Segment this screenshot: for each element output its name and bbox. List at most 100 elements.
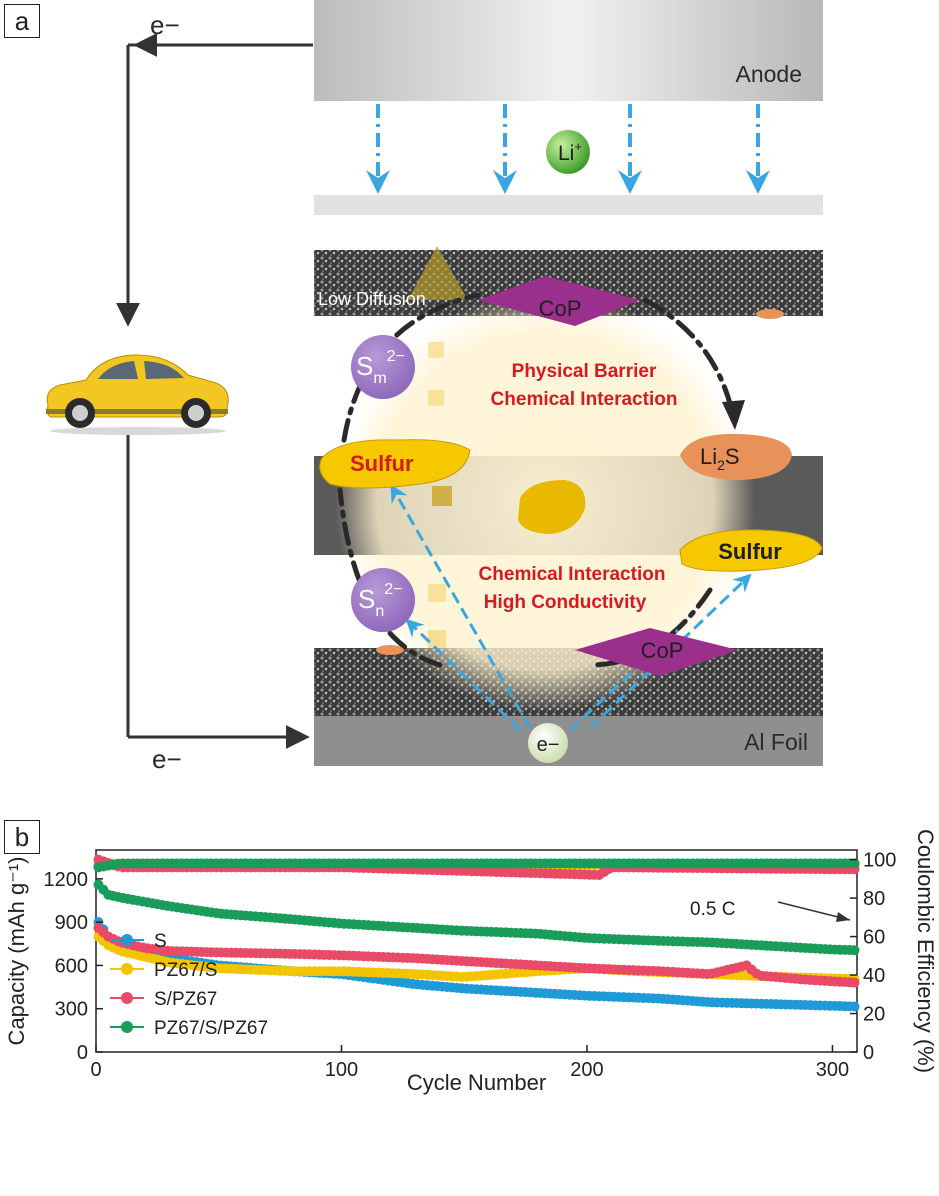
capacity-point-pz67-s	[608, 964, 619, 975]
efficiency-point-s-pz67	[476, 866, 487, 877]
capacity-point-pz67-s-pz67	[442, 924, 453, 935]
capacity-point-pz67-s	[775, 971, 786, 982]
capacity-point-s	[176, 955, 187, 966]
efficiency-point-s	[284, 858, 295, 869]
capacity-point-s-pz67	[466, 956, 477, 967]
efficiency-point-s-pz67	[319, 862, 330, 873]
capacity-point-pz67-s	[790, 972, 801, 983]
efficiency-point-pz67-s-pz67	[746, 858, 757, 869]
efficiency-point-s-pz67	[363, 863, 374, 874]
efficiency-point-s-pz67	[221, 862, 232, 873]
efficiency-point-s	[829, 858, 840, 869]
efficiency-point-pz67-s	[653, 860, 664, 871]
capacity-point-pz67-s-pz67	[785, 942, 796, 953]
capacity-point-pz67-s-pz67	[230, 909, 241, 920]
capacity-point-s	[726, 997, 737, 1008]
capacity-point-pz67-s-pz67	[118, 893, 129, 904]
capacity-point-pz67-s-pz67	[658, 935, 669, 946]
capacity-point-s	[761, 998, 772, 1009]
capacity-point-s-pz67	[304, 949, 315, 960]
sulfur-label-right: Sulfur	[718, 539, 782, 564]
efficiency-point-pz67-s	[633, 860, 644, 871]
capacity-point-s	[780, 999, 791, 1010]
capacity-point-s	[260, 964, 271, 975]
efficiency-point-s-pz67	[545, 868, 556, 879]
capacity-point-pz67-s	[515, 967, 526, 978]
efficiency-point-s-pz67	[368, 863, 379, 874]
capacity-point-pz67-s-pz67	[790, 942, 801, 953]
efficiency-point-pz67-s-pz67	[545, 858, 556, 869]
efficiency-point-pz67-s	[378, 860, 389, 871]
efficiency-point-pz67-s	[613, 860, 624, 871]
efficiency-point-s	[643, 858, 654, 869]
y-right-axis-label: Coulombic Efficiency (%)	[913, 829, 938, 1073]
efficiency-point-pz67-s	[628, 860, 639, 871]
efficiency-point-pz67-s	[599, 860, 610, 871]
capacity-point-s-pz67	[240, 947, 251, 958]
capacity-point-pz67-s	[687, 968, 698, 979]
capacity-point-s-pz67	[137, 942, 148, 953]
capacity-point-s-pz67	[623, 964, 634, 975]
efficiency-point-s	[780, 858, 791, 869]
efficiency-point-pz67-s	[530, 860, 541, 871]
efficiency-point-s	[289, 858, 300, 869]
capacity-point-pz67-s	[427, 970, 438, 981]
capacity-point-pz67-s	[525, 966, 536, 977]
capacity-point-pz67-s	[284, 966, 295, 977]
efficiency-point-pz67-s-pz67	[471, 858, 482, 869]
capacity-point-s	[446, 982, 457, 993]
efficiency-point-pz67-s-pz67	[270, 858, 281, 869]
efficiency-point-pz67-s-pz67	[265, 858, 276, 869]
capacity-point-pz67-s	[751, 970, 762, 981]
efficiency-point-pz67-s	[839, 860, 850, 871]
efficiency-point-pz67-s-pz67	[579, 858, 590, 869]
capacity-point-s	[481, 984, 492, 995]
capacity-point-pz67-s-pz67	[515, 928, 526, 939]
capacity-point-pz67-s	[245, 964, 256, 975]
efficiency-point-s-pz67	[314, 862, 325, 873]
capacity-point-pz67-s	[368, 967, 379, 978]
capacity-point-pz67-s	[682, 968, 693, 979]
efficiency-point-pz67-s	[176, 858, 187, 869]
rate-annotation: 0.5 C	[690, 899, 735, 920]
capacity-point-pz67-s-pz67	[383, 921, 394, 932]
capacity-point-pz67-s	[397, 968, 408, 979]
efficiency-point-pz67-s	[677, 860, 688, 871]
efficiency-point-s	[466, 858, 477, 869]
efficiency-point-s	[785, 858, 796, 869]
capacity-point-pz67-s-pz67	[584, 933, 595, 944]
capacity-point-pz67-s-pz67	[829, 944, 840, 955]
capacity-point-pz67-s-pz67	[712, 937, 723, 948]
efficiency-point-pz67-s-pz67	[422, 858, 433, 869]
capacity-point-pz67-s	[299, 966, 310, 977]
efficiency-point-s	[721, 858, 732, 869]
efficiency-point-pz67-s	[348, 860, 359, 871]
efficiency-point-pz67-s-pz67	[432, 858, 443, 869]
capacity-point-pz67-s-pz67	[648, 935, 659, 946]
efficiency-point-s-pz67	[790, 863, 801, 874]
capacity-point-s-pz67	[805, 975, 816, 986]
efficiency-point-s	[383, 858, 394, 869]
capacity-point-pz67-s-pz67	[510, 927, 521, 938]
capacity-point-s	[196, 957, 207, 968]
capacity-point-pz67-s-pz67	[388, 921, 399, 932]
efficiency-point-s	[628, 858, 639, 869]
capacity-point-s-pz67	[569, 962, 580, 973]
efficiency-point-s	[500, 858, 511, 869]
efficiency-point-pz67-s	[456, 860, 467, 871]
capacity-point-s	[314, 967, 325, 978]
separator	[314, 195, 823, 215]
capacity-point-s-pz67	[270, 948, 281, 959]
efficiency-point-pz67-s-pz67	[849, 858, 860, 869]
capacity-point-s-pz67	[667, 966, 678, 977]
capacity-point-pz67-s	[559, 964, 570, 975]
capacity-point-s-pz67	[412, 953, 423, 964]
capacity-point-s	[451, 982, 462, 993]
capacity-point-pz67-s-pz67	[653, 935, 664, 946]
capacity-point-s	[525, 987, 536, 998]
efficiency-point-pz67-s	[343, 860, 354, 871]
efficiency-point-pz67-s-pz67	[515, 858, 526, 869]
efficiency-point-s	[314, 858, 325, 869]
capacity-point-pz67-s-pz67	[741, 939, 752, 950]
capacity-point-s	[392, 976, 403, 987]
